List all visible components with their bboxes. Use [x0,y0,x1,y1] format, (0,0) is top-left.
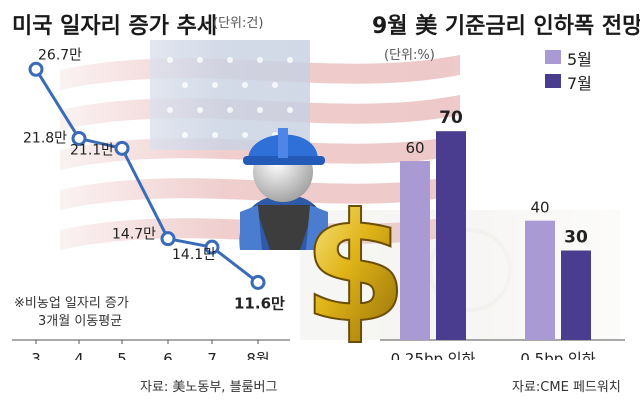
left-chart-unit: (단위:건) [213,16,264,31]
left-chart-title: 미국 일자리 증가 추세 [12,14,218,39]
data-label: 14.1만 [172,247,216,263]
data-point [114,140,130,156]
category-label: 0.5bp 인하 [520,350,595,360]
svg-text:$: $ [303,182,407,356]
category-label: 0.25bp 인하 [391,350,476,360]
bar [436,131,466,340]
chart-note-line1: ※비농업 일자리 증가 [14,296,129,311]
data-label: 11.6만 [234,294,285,312]
bar-value-label: 60 [405,139,424,157]
bar [400,161,430,340]
data-label: 21.8만 [23,130,67,146]
data-label: 21.1만 [70,142,114,158]
legend-swatch-jul [545,74,561,88]
data-label: 14.7만 [112,227,156,243]
x-tick-label: 6 [163,350,173,360]
right-chart-unit: (단위:%) [384,48,435,63]
legend-label-jul: 7월 [567,74,592,93]
data-label: 26.7만 [38,47,82,63]
x-tick-label: 8월 [246,350,269,360]
data-point [28,61,44,77]
bar-chart: 60 70 0.25bp 인하 40 30 0.5bp 인하 [380,108,625,360]
right-chart-source: 자료:CME 페드워치 [512,380,621,395]
left-chart-source: 자료: 美노동부, 블룸버그 [140,380,278,395]
data-point [204,239,220,255]
worker-figure-icon [239,128,329,250]
legend-label-may: 5월 [567,50,592,69]
x-tick-label: 5 [117,350,127,360]
data-point [250,274,266,290]
bar-value-label: 30 [564,228,588,248]
data-point [160,231,176,247]
x-tick-label: 3 [31,350,41,360]
data-point [71,130,87,146]
dollar-sign-icon: $ [302,181,408,357]
bar [561,250,591,340]
chart-note-line2: 3개월 이동평균 [38,314,123,329]
x-tick-label: 7 [207,350,217,360]
right-chart-title: 9월 美 기준금리 인하폭 전망 [372,14,640,39]
bar-value-label: 70 [439,108,463,128]
bar-value-label: 40 [530,199,549,217]
x-tick-label: 4 [74,350,84,360]
legend-swatch-may [545,50,561,64]
bar [525,220,555,340]
series-line [34,68,259,284]
